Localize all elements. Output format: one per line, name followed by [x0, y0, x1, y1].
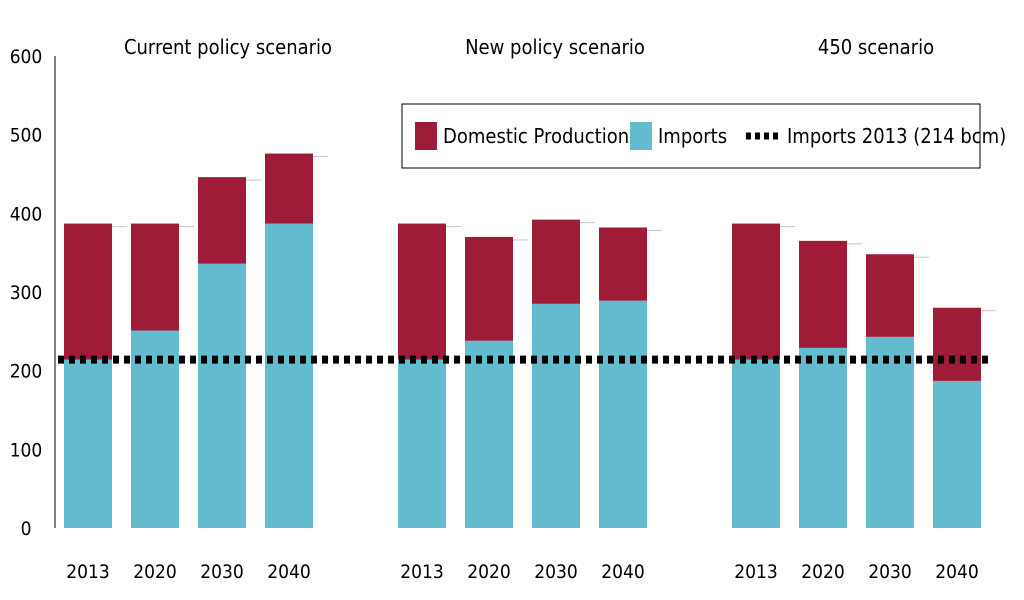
- bar-domestic-production: [265, 153, 313, 224]
- x-tick-label: 2013: [66, 561, 110, 583]
- y-axis: 0 100 200 300 400 500 600: [10, 46, 56, 540]
- bar-domestic-production: [465, 236, 513, 341]
- bar-domestic-production: [131, 223, 179, 331]
- bar-domestic-production: [532, 219, 580, 304]
- bar-domestic-production: [64, 223, 112, 360]
- bars-layer: [64, 153, 996, 528]
- bar-imports: [465, 340, 513, 528]
- bar-domestic-production: [732, 223, 780, 360]
- legend-box: [401, 103, 981, 169]
- bar-imports: [866, 336, 914, 528]
- y-tick-label: 100: [10, 439, 43, 461]
- y-tick-label: 300: [10, 282, 43, 304]
- bar-imports: [398, 359, 446, 528]
- x-tick-label: 2013: [734, 561, 778, 583]
- y-tick-label: 500: [10, 125, 43, 147]
- bar-imports: [799, 347, 847, 528]
- x-tick-label: 2030: [868, 561, 912, 583]
- legend-swatch-imports: [630, 122, 652, 150]
- bar-domestic-production: [933, 307, 981, 381]
- legend: Domestic Production Imports Imports 2013 (…: [401, 103, 1006, 169]
- x-tick-label: 2040: [267, 561, 311, 583]
- bar-imports: [933, 380, 981, 528]
- bar-domestic-production: [599, 227, 647, 301]
- bar-imports: [532, 303, 580, 528]
- bar-imports: [198, 263, 246, 528]
- scenario-label: Current policy scenario: [124, 35, 332, 59]
- x-tick-label: 2020: [801, 561, 845, 583]
- x-tick-label: 2020: [133, 561, 177, 583]
- x-tick-label: 2013: [400, 561, 444, 583]
- x-axis-labels: 2013 2020 2030 2040 2013 2020 2030 2040 2013 2020…: [66, 561, 979, 583]
- bar-imports: [265, 223, 313, 528]
- y-tick-label: 200: [10, 361, 43, 383]
- x-tick-label: 2040: [601, 561, 645, 583]
- bar-domestic-production: [866, 254, 914, 337]
- y-tick-label: 400: [10, 203, 43, 225]
- x-tick-label: 2030: [200, 561, 244, 583]
- scenario-label: New policy scenario: [465, 35, 645, 59]
- y-tick-label: 600: [10, 46, 43, 68]
- scenario-labels: Current policy scenario New policy scenar…: [124, 35, 934, 59]
- bar-domestic-production: [198, 177, 246, 264]
- x-tick-label: 2020: [467, 561, 511, 583]
- bar-imports: [732, 359, 780, 528]
- bar-domestic-production: [398, 223, 446, 360]
- bar-imports: [64, 359, 112, 528]
- bar-imports: [599, 300, 647, 528]
- legend-label-domestic-production: Domestic Production: [443, 124, 629, 148]
- legend-label-imports-2013: Imports 2013 (214 bcm): [787, 124, 1006, 148]
- bar-domestic-production: [799, 240, 847, 348]
- scenario-label: 450 scenario: [818, 35, 934, 59]
- x-tick-label: 2030: [534, 561, 578, 583]
- y-tick-label: 0: [21, 518, 32, 540]
- x-tick-label: 2040: [935, 561, 979, 583]
- legend-swatch-domestic-production: [415, 122, 437, 150]
- legend-label-imports: Imports: [658, 124, 727, 148]
